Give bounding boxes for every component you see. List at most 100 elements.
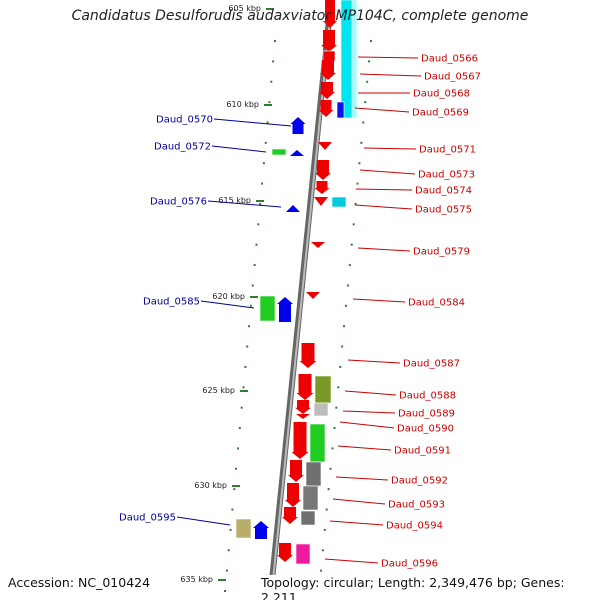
right-guide-dot <box>358 162 361 165</box>
leader-line <box>355 188 413 191</box>
gene-feature-blue <box>336 101 345 119</box>
left-guide-dot <box>266 121 269 124</box>
gene-arrow-red <box>314 197 328 206</box>
gene-arrow-blue <box>253 521 269 539</box>
kbp-label: 615 kbp <box>218 196 251 205</box>
left-guide-dot <box>244 365 247 368</box>
gene-arrow-red <box>288 460 304 482</box>
left-guide-dot <box>246 345 249 348</box>
right-guide-dot <box>360 141 363 144</box>
right-guide-dot <box>350 243 353 246</box>
gene-arrow-red <box>282 507 298 524</box>
gene-feature-grey <box>302 485 319 511</box>
leader-line <box>357 247 411 252</box>
leader-line <box>200 300 255 309</box>
gene-label-right: Daud_0575 <box>415 205 472 216</box>
kbp-tick <box>218 579 226 581</box>
right-guide-dot <box>344 304 347 307</box>
left-guide-dot <box>264 141 267 144</box>
right-guide-dot <box>333 427 336 430</box>
left-guide-dot <box>236 447 239 450</box>
left-guide-dot <box>249 304 252 307</box>
gene-arrow-red <box>323 0 337 28</box>
gene-arrow-red <box>320 60 336 80</box>
accession-text: Accession: NC_010424 <box>6 575 153 590</box>
right-guide-dot <box>341 345 344 348</box>
leader-line <box>354 204 413 210</box>
right-guide-dot <box>370 40 372 42</box>
gene-arrow-red <box>295 400 311 414</box>
right-guide-dot <box>366 80 369 83</box>
gene-arrow-red <box>296 374 314 400</box>
gene-arrow-red <box>299 343 317 368</box>
left-guide-dot <box>235 467 238 470</box>
left-guide-dot <box>233 488 236 491</box>
gene-label-right: Daud_0588 <box>399 391 456 402</box>
kbp-label: 620 kbp <box>212 292 245 301</box>
gene-arrow-blue <box>277 297 293 322</box>
right-guide-dot <box>331 447 334 450</box>
right-guide-dot <box>348 264 351 267</box>
leader-line <box>344 390 397 396</box>
gene-label-right: Daud_0596 <box>381 559 438 570</box>
gene-label-right: Daud_0587 <box>403 359 460 370</box>
kbp-label: 605 kbp <box>228 4 261 13</box>
leader-line <box>359 73 422 77</box>
gene-arrow-red <box>296 414 310 419</box>
gene-arrow-red <box>291 422 309 459</box>
gene-label-right: Daud_0569 <box>412 108 469 119</box>
gene-feature-grey <box>300 510 316 526</box>
left-guide-dot <box>224 590 226 592</box>
right-guide-dot <box>343 325 346 328</box>
kbp-tick <box>266 8 274 10</box>
leader-line <box>347 359 401 364</box>
gene-feature-green <box>271 148 287 156</box>
gene-label-right: Daud_0571 <box>419 145 476 156</box>
left-guide-dot <box>251 284 254 287</box>
left-guide-dot <box>227 549 230 552</box>
left-guide-dot <box>240 406 243 409</box>
leader-line <box>363 147 417 150</box>
leader-line <box>329 520 384 526</box>
left-guide-dot <box>248 325 251 328</box>
leader-line <box>332 498 386 505</box>
left-guide-dot <box>259 202 262 205</box>
left-guide-dot <box>231 508 234 511</box>
right-guide-dot <box>364 101 367 104</box>
left-guide-dot <box>257 223 260 226</box>
leader-line <box>352 298 406 303</box>
leader-line <box>207 200 282 208</box>
right-guide-dot <box>335 406 338 409</box>
kbp-tick <box>232 485 240 487</box>
right-guide-dot <box>339 365 342 368</box>
gene-arrow-red <box>277 543 293 562</box>
kbp-label: 635 kbp <box>180 575 213 584</box>
gene-label-right: Daud_0579 <box>413 247 470 258</box>
left-guide-dot <box>255 243 258 246</box>
left-guide-dot <box>225 569 228 572</box>
left-guide-dot <box>262 162 265 165</box>
gene-feature-olive <box>314 375 332 404</box>
leader-line <box>335 476 389 481</box>
kbp-label: 610 kbp <box>226 100 259 109</box>
right-guide-dot <box>356 182 359 185</box>
leader-line <box>354 107 410 113</box>
left-guide-dot <box>238 427 241 430</box>
gene-label-right: Daud_0584 <box>408 298 465 309</box>
kbp-tick <box>256 200 264 202</box>
gene-label-right: Daud_0592 <box>391 476 448 487</box>
gene-feature-grey <box>305 461 322 487</box>
right-guide-dot <box>346 284 349 287</box>
gene-arrow-red <box>306 292 320 299</box>
gene-label-right: Daud_0589 <box>398 409 455 420</box>
gene-label-right: Daud_0573 <box>418 170 475 181</box>
gene-arrow-blue <box>286 205 300 212</box>
gene-label-left: Daud_0570 <box>156 115 213 126</box>
gene-feature-green <box>259 295 276 322</box>
left-guide-dot <box>274 40 276 42</box>
gene-label-right: Daud_0593 <box>388 500 445 511</box>
gene-label-right: Daud_0591 <box>394 446 451 457</box>
left-guide-dot <box>261 182 264 185</box>
